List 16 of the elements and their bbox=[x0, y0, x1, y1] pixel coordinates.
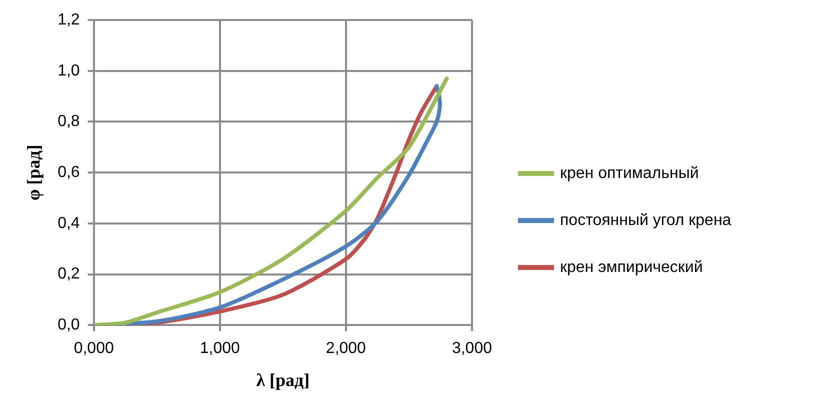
x-tick-label: 2,000 bbox=[326, 340, 366, 358]
y-tick-label: 1,0 bbox=[58, 62, 80, 80]
y-tick-label: 1,2 bbox=[58, 11, 80, 28]
y-axis-title: φ [рад] bbox=[23, 144, 44, 201]
y-tick-label: 0,2 bbox=[58, 266, 80, 283]
x-tick-label: 1,000 bbox=[200, 340, 240, 358]
x-tick-label: 3,000 bbox=[452, 340, 492, 358]
y-tick-label: 0,8 bbox=[58, 113, 80, 130]
legend-label: крен оптимальный bbox=[560, 164, 699, 182]
y-tick-label: 0,0 bbox=[58, 316, 80, 334]
x-tick-label: 0,000 bbox=[74, 340, 114, 358]
legend-label: постоянный угол крена bbox=[560, 212, 732, 230]
y-tick-label: 0,6 bbox=[58, 164, 80, 182]
legend-label: крен эмпирический bbox=[560, 258, 703, 276]
x-axis-title: λ [рад] bbox=[256, 370, 310, 390]
y-tick-label: 0,4 bbox=[58, 214, 80, 232]
